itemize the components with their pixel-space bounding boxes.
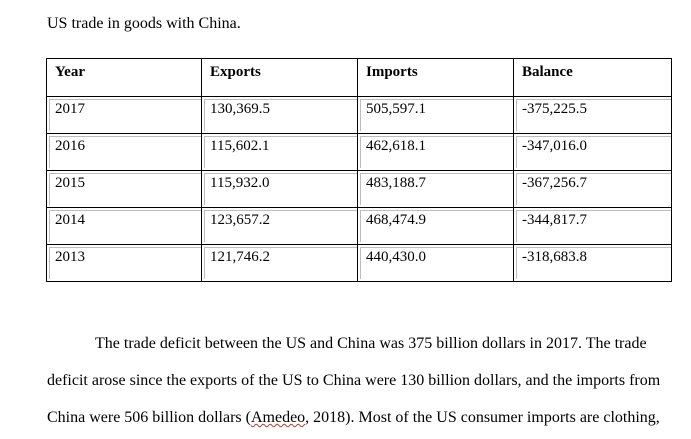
cell-balance: -344,817.7 xyxy=(513,207,672,245)
cell-imports: 462,618.1 xyxy=(357,133,514,171)
header-exports: Exports xyxy=(201,58,358,97)
cell-year: 2015 xyxy=(46,170,202,208)
table-row: 2017 130,369.5 505,597.1 -375,225.5 xyxy=(46,96,672,134)
cell-balance: -318,683.8 xyxy=(513,244,672,282)
body-paragraph-line-2: deficit arose since the exports of the U… xyxy=(47,372,661,389)
table-row: 2015 115,932.0 483,188.7 -367,256.7 xyxy=(46,170,672,208)
cell-exports: 115,932.0 xyxy=(201,170,358,208)
header-balance: Balance xyxy=(513,58,672,97)
table-header-row: Year Exports Imports Balance xyxy=(46,58,672,97)
body-paragraph-line-1: The trade deficit between the US and Chi… xyxy=(95,335,647,352)
body-paragraph-line-3: China were 506 billion dollars (Amedeo, … xyxy=(47,408,671,428)
table-caption: US trade in goods with China. xyxy=(47,15,241,32)
cell-balance: -375,225.5 xyxy=(513,96,672,134)
table-row: 2016 115,602.1 462,618.1 -347,016.0 xyxy=(46,133,672,171)
cell-exports: 121,746.2 xyxy=(201,244,358,282)
cell-exports: 130,369.5 xyxy=(201,96,358,134)
header-year: Year xyxy=(46,58,202,97)
cell-balance: -347,016.0 xyxy=(513,133,672,171)
header-imports: Imports xyxy=(357,58,514,97)
trade-table: Year Exports Imports Balance 2017 130,36… xyxy=(46,58,672,282)
cell-exports: 115,602.1 xyxy=(201,133,358,171)
table-row: 2014 123,657.2 468,474.9 -344,817.7 xyxy=(46,207,672,245)
cell-exports: 123,657.2 xyxy=(201,207,358,245)
cell-year: 2013 xyxy=(46,244,202,282)
cell-imports: 440,430.0 xyxy=(357,244,514,282)
cell-imports: 483,188.7 xyxy=(357,170,514,208)
cell-year: 2016 xyxy=(46,133,202,171)
cell-balance: -367,256.7 xyxy=(513,170,672,208)
cell-year: 2017 xyxy=(46,96,202,134)
cell-year: 2014 xyxy=(46,207,202,245)
cell-imports: 505,597.1 xyxy=(357,96,514,134)
paragraph-text: , 2018). Most of the US consumer imports… xyxy=(305,409,660,426)
cell-imports: 468,474.9 xyxy=(357,207,514,245)
citation-author: Amedeo xyxy=(250,409,306,426)
table-row: 2013 121,746.2 440,430.0 -318,683.8 xyxy=(46,244,672,282)
paragraph-text: China were 506 billion dollars ( xyxy=(47,409,251,426)
